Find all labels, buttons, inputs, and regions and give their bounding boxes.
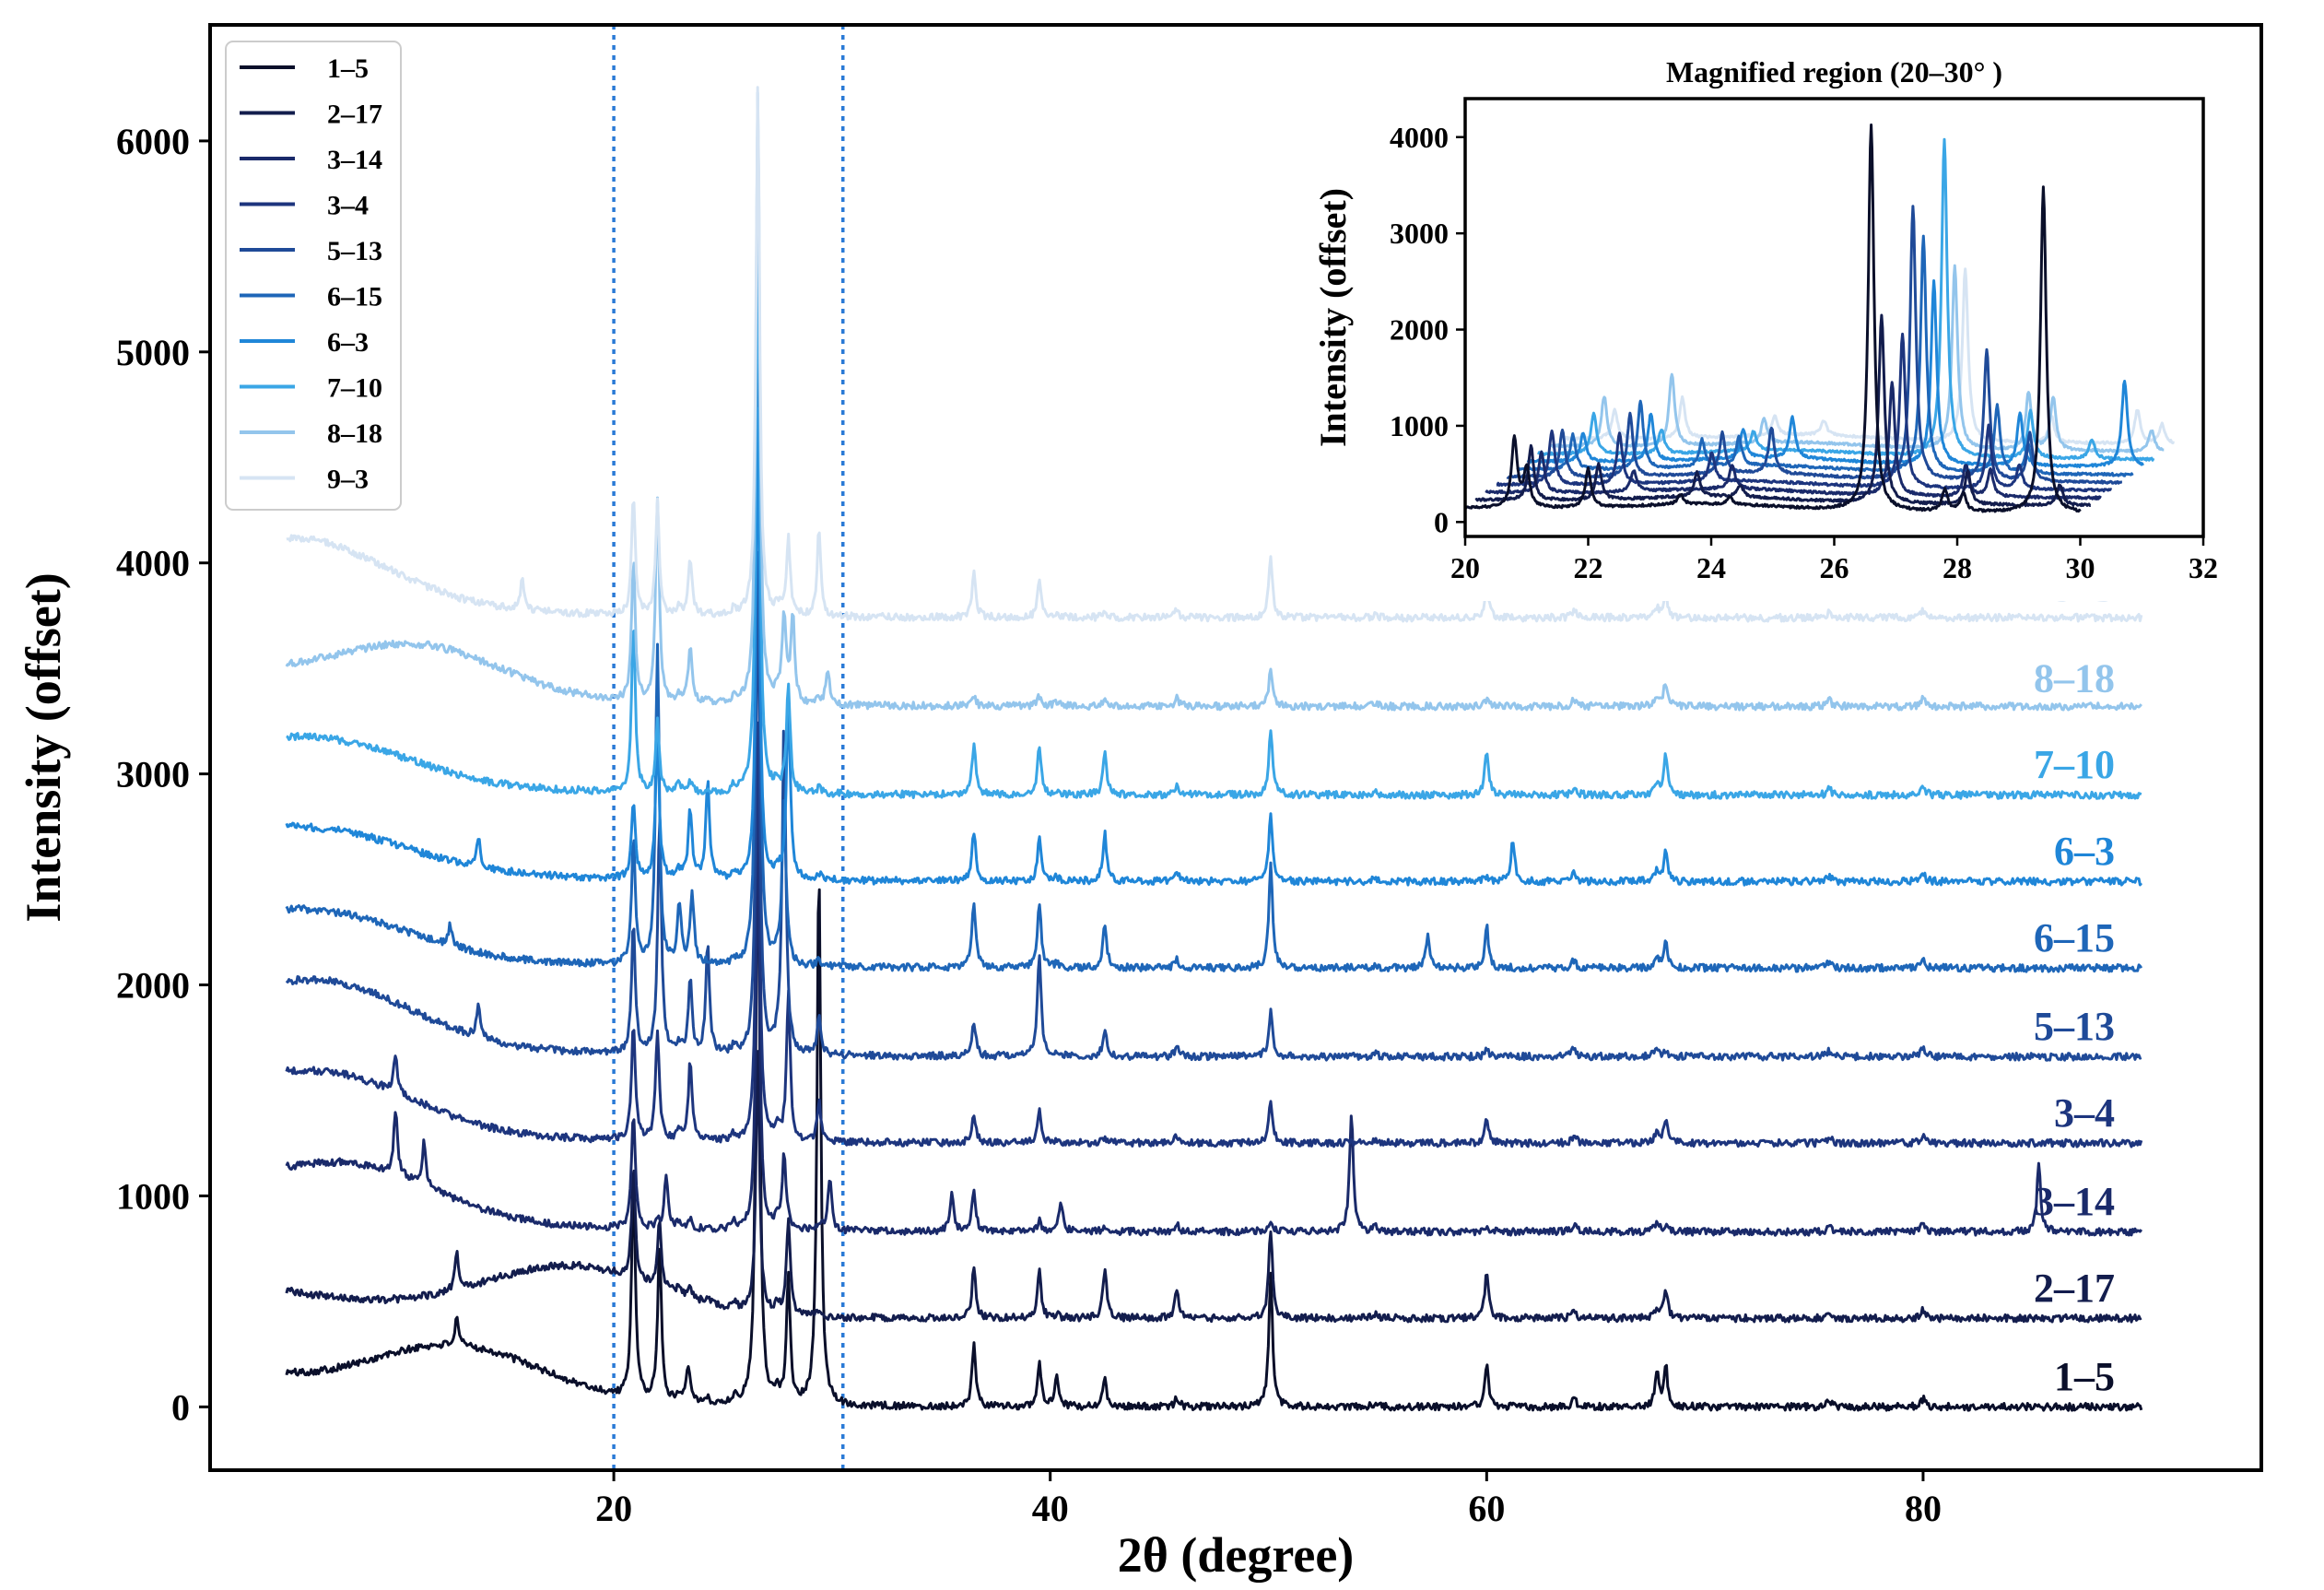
- inset-series-line-3–4: [1496, 332, 2113, 493]
- y-axis-ticks: 0 1000 2000 3000 4000 5000 6000: [116, 121, 210, 1428]
- curve-label: 7–10: [2034, 742, 2115, 787]
- y-axis-title: Intensity (offset): [16, 572, 71, 922]
- inset-y-tick-label: 2000: [1390, 313, 1449, 347]
- series-line-9–3: [286, 86, 2143, 623]
- inset-series-line-5–13: [1506, 205, 2123, 485]
- y-tick-label: 6000: [116, 121, 190, 162]
- y-tick-label: 2000: [116, 965, 190, 1007]
- legend-label: 9–3: [327, 465, 369, 495]
- series-line-2–17: [285, 1050, 2142, 1324]
- y-tick-label: 5000: [116, 332, 190, 373]
- series-line-6–15: [285, 353, 2143, 973]
- curve-label: 6–3: [2054, 829, 2115, 874]
- inset-series-line-3–14: [1485, 381, 2102, 501]
- curve-label: 2–17: [2034, 1266, 2115, 1311]
- legend-label: 6–15: [327, 282, 382, 312]
- inset-y-tick-label: 1000: [1390, 409, 1449, 442]
- inset-series-line-1–5: [1463, 124, 2082, 513]
- inset-y-tick-label: 3000: [1390, 217, 1449, 250]
- x-tick-label: 40: [1032, 1488, 1069, 1529]
- legend-label: 5–13: [327, 236, 382, 266]
- curve-label: 8–18: [2034, 655, 2115, 701]
- curve-labels: 1–52–173–143–45–136–156–37–108–189–3: [2034, 565, 2115, 1399]
- inset-y-tick-label: 4000: [1390, 121, 1449, 154]
- series-line-3–14: [285, 831, 2143, 1237]
- y-tick-label: 1000: [116, 1175, 190, 1217]
- legend-label: 2–17: [327, 100, 382, 130]
- curve-label: 5–13: [2034, 1004, 2115, 1049]
- legend-label: 3–14: [327, 145, 382, 175]
- series-line-6–3: [285, 406, 2143, 887]
- inset-x-tick-label: 30: [2066, 551, 2095, 584]
- x-tick-label: 20: [595, 1488, 632, 1529]
- x-tick-label: 80: [1905, 1488, 1942, 1529]
- y-tick-label: 0: [171, 1386, 190, 1428]
- x-axis-title: 2θ (degree): [1118, 1527, 1355, 1583]
- legend-label: 6–3: [327, 327, 369, 358]
- series-line-3–4: [285, 721, 2143, 1148]
- curve-label: 3–14: [2034, 1179, 2115, 1224]
- legend-label: 1–5: [327, 53, 369, 84]
- legend: 1–5 2–17 3–14 3–4 5–13 6–15 6–3 7–10 8–18 9–3: [225, 41, 402, 511]
- inset-title: Magnified region (20–30° ): [1666, 55, 2002, 88]
- inset-x-tick-label: 24: [1696, 551, 1726, 584]
- legend-label: 3–4: [327, 191, 369, 221]
- series-line-5–13: [285, 550, 2142, 1062]
- curve-label: 3–4: [2054, 1090, 2115, 1136]
- y-tick-label: 3000: [116, 754, 190, 795]
- inset-series-line-2–17: [1474, 313, 2092, 508]
- inset-x-tick-label: 20: [1450, 551, 1480, 584]
- inset-x-tick-label: 28: [1943, 551, 1972, 584]
- inset-x-tick-label: 32: [2189, 551, 2218, 584]
- inset-x-tick-label: 22: [1574, 551, 1603, 584]
- inset-chart: 20 22 24 26 28 30 32 0 1000 2000 3000 4000 Magnifi…: [1299, 43, 2222, 601]
- inset-x-tick-label: 26: [1820, 551, 1849, 584]
- main-curves: [285, 86, 2143, 1412]
- inset-y-axis-ticks: 0 1000 2000 3000 4000: [1390, 121, 1465, 538]
- inset-y-tick-label: 0: [1434, 505, 1449, 538]
- series-line-7–10: [286, 198, 2142, 800]
- inset-x-axis-ticks: 20 22 24 26 28 30 32: [1450, 536, 2218, 584]
- inset-y-axis-title: Intensity (offset): [1312, 188, 1354, 447]
- series-line-8–18: [285, 91, 2142, 712]
- curve-label: 1–5: [2054, 1354, 2115, 1399]
- inset-curves: [1463, 124, 2176, 513]
- reference-lines: [612, 25, 845, 1470]
- legend-label: 7–10: [327, 373, 382, 404]
- inset-series-line-8–18: [1548, 264, 2165, 453]
- y-tick-label: 4000: [116, 543, 190, 584]
- curve-label: 6–15: [2034, 915, 2115, 960]
- x-tick-label: 60: [1468, 1488, 1505, 1529]
- legend-label: 8–18: [327, 418, 382, 449]
- series-line-1–5: [285, 781, 2143, 1412]
- x-axis-ticks: 20 40 60 80: [595, 1470, 1942, 1529]
- main-plot-frame: [208, 23, 2263, 1472]
